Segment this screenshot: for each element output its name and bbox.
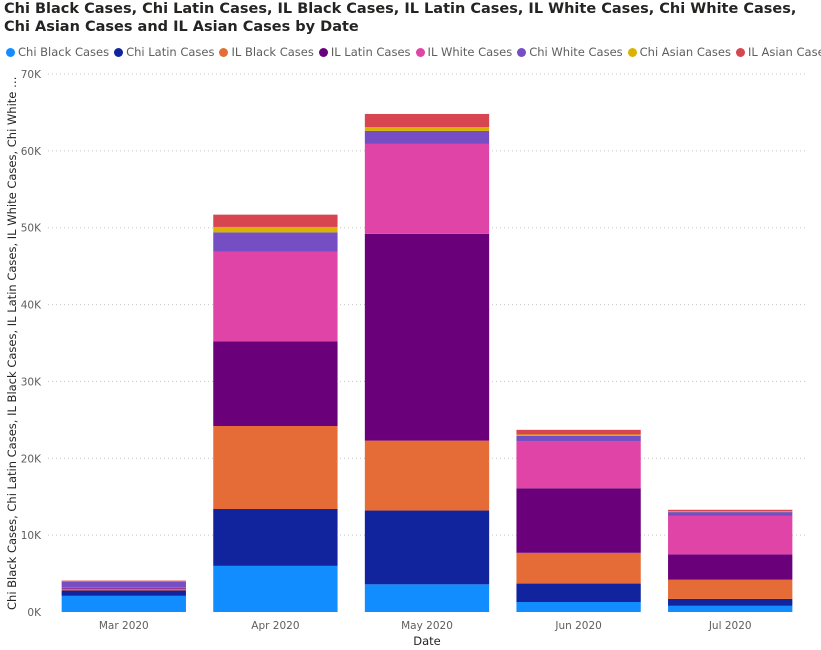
legend-label: IL Latin Cases: [330, 45, 411, 59]
bar-segment: [364, 584, 490, 612]
legend-marker: [627, 47, 637, 57]
bar-segment: [668, 598, 793, 606]
bar-segment: [364, 510, 490, 585]
bar-segment: [516, 488, 641, 553]
bar-segment: [516, 435, 641, 442]
x-tick-label: Jun 2020: [554, 620, 601, 632]
y-tick-label: 20K: [21, 453, 42, 465]
legend-label: IL White Cases: [427, 45, 513, 59]
legend-marker: [6, 47, 15, 57]
legend-item[interactable]: IL Asian Cases: [736, 45, 821, 59]
chart-title: Chi Black Cases, Chi Latin Cases, IL Bla…: [4, 1, 797, 35]
bar-segment: [668, 509, 793, 512]
y-tick-label: 40K: [21, 300, 42, 312]
bar-segment: [61, 588, 186, 589]
bar-segment: [213, 341, 338, 427]
legend-marker: [318, 47, 328, 57]
x-tick-label: Mar 2020: [99, 620, 149, 632]
bar-segment: [668, 511, 793, 513]
y-tick-label: 10K: [21, 530, 42, 542]
legend-item[interactable]: Chi Latin Cases: [114, 45, 214, 59]
legend-label: IL Asian Cases: [748, 45, 821, 59]
legend-item[interactable]: Chi White Cases: [517, 45, 623, 59]
bar-segment: [61, 581, 186, 588]
y-tick-label: 60K: [21, 146, 42, 158]
bar-segment: [61, 587, 186, 589]
legend-marker: [415, 47, 425, 57]
bar-segment: [516, 552, 641, 584]
bar-segment: [668, 554, 793, 580]
legend-marker: [114, 47, 124, 57]
bar-segment: [61, 588, 186, 591]
bar-segment: [364, 130, 490, 144]
bar-segment: [668, 605, 793, 612]
bar-segment: [213, 226, 338, 233]
legend: Chi Black Cases Chi Latin Cases IL Black C…: [6, 44, 821, 60]
y-tick-label: 70K: [21, 69, 42, 81]
bar-segment: [213, 232, 338, 252]
bar-segment: [364, 127, 490, 131]
bar-segment: [364, 143, 490, 234]
legend-label: Chi Asian Cases: [639, 45, 731, 59]
y-tick-label: 50K: [21, 223, 42, 235]
legend-label: Chi White Cases: [529, 45, 623, 59]
x-tick-label: Apr 2020: [251, 620, 299, 632]
bar-segment: [213, 251, 338, 342]
bar-segment: [516, 583, 641, 603]
bar-segment: [61, 590, 186, 596]
legend-label: Chi Black Cases: [18, 45, 110, 59]
legend-label: IL Black Cases: [231, 45, 314, 59]
bar-segment: [364, 233, 490, 441]
bar-segment: [516, 602, 641, 612]
bar-segment: [61, 595, 186, 612]
bar-segment: [213, 214, 338, 227]
x-axis-title: Date: [413, 634, 441, 648]
x-tick-label: May 2020: [401, 620, 453, 632]
legend-marker: [517, 47, 527, 57]
bar-segment: [516, 434, 641, 436]
y-tick-label: 30K: [21, 376, 42, 388]
bar-segment: [668, 512, 793, 516]
bar-segment: [668, 515, 793, 555]
legend-item[interactable]: Chi Asian Cases: [627, 45, 731, 59]
legend-item[interactable]: Chi Black Cases: [6, 45, 109, 59]
legend-item[interactable]: IL White Cases: [415, 45, 513, 59]
bar-segment: [213, 426, 338, 510]
x-tick-label: Jul 2020: [708, 620, 752, 632]
bar-segment: [213, 509, 338, 566]
legend-item[interactable]: IL Latin Cases: [318, 45, 411, 59]
bar-segment: [364, 113, 490, 128]
bar-segment: [516, 441, 641, 489]
bar-segment: [213, 565, 338, 612]
bar-segment: [668, 579, 793, 599]
bar-segment: [364, 440, 490, 511]
legend-marker: [736, 47, 745, 57]
legend-label: Chi Latin Cases: [126, 45, 215, 59]
legend-item[interactable]: IL Black Cases: [219, 45, 314, 59]
legend-marker: [219, 47, 229, 57]
y-tick-label: 0K: [27, 607, 42, 619]
bar-segment: [516, 429, 641, 435]
